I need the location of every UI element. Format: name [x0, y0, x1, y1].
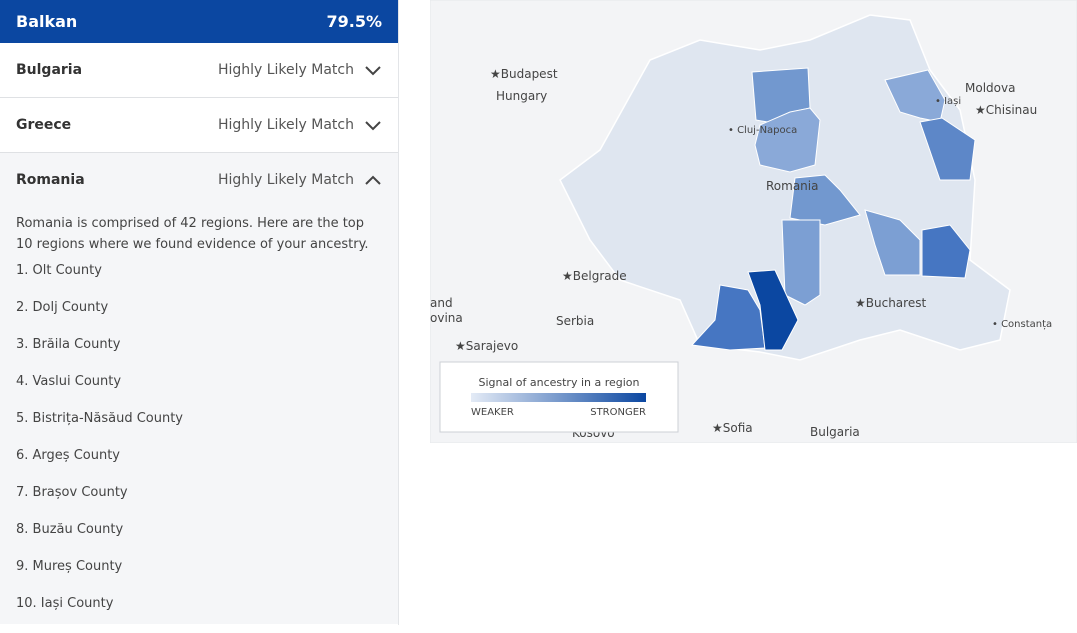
status: Highly Likely Match — [217, 172, 354, 188]
sidebar: Balkan 79.5% Bulgaria Highly Likely Match … — [0, 0, 399, 625]
region: 6. Argeș County — [16, 448, 120, 463]
country-row[interactable]: Bulgaria Highly Likely Match — [0, 43, 398, 98]
country: Bulgaria — [16, 62, 83, 78]
country: Romania — [16, 172, 85, 188]
details: Romania is comprised of 42 regions. Here… — [0, 207, 398, 624]
map-label: Romania — [766, 179, 818, 193]
status: Highly Likely Match — [217, 62, 354, 78]
chevron — [365, 66, 381, 76]
map-label: • Constanța — [992, 319, 1052, 330]
region: 5. Bistrița-Năsăud County — [16, 411, 184, 426]
map-label: ★Chisinau — [975, 103, 1037, 117]
description: Romania is comprised of 42 regions. Here… — [16, 216, 369, 252]
region: 9. Mureș County — [16, 559, 123, 574]
map: ★Budapest Hungary Moldova ★Chisinau • Cluj-N… — [430, 0, 1077, 443]
map-label: Hungary — [496, 89, 547, 103]
region: 4. Vaslui County — [16, 374, 122, 389]
map-label: • Iași — [935, 96, 961, 107]
region: 8. Buzău County — [16, 522, 124, 537]
region: 1. Olt County — [16, 263, 102, 278]
header[interactable]: Balkan 79.5% — [0, 0, 398, 43]
map-label: ovina — [430, 311, 463, 325]
map-label: Moldova — [965, 81, 1015, 95]
country-row[interactable]: Romania Highly Likely Match — [0, 153, 398, 207]
map-label: ★Belgrade — [562, 269, 627, 283]
region: 3. Brăila County — [16, 337, 121, 352]
legend-title: Signal of ancestry in a region — [478, 376, 639, 389]
header-title: Balkan — [16, 12, 78, 31]
map-label: • Cluj-Napoca — [728, 125, 797, 136]
legend-gradient — [471, 393, 646, 402]
region: 7. Brașov County — [16, 485, 128, 500]
legend-low: WEAKER — [471, 407, 514, 418]
region: 2. Dolj County — [16, 300, 109, 315]
map-label: Serbia — [556, 314, 594, 328]
status: Highly Likely Match — [217, 117, 354, 133]
chevron — [365, 175, 381, 185]
region: 10. Iași County — [16, 596, 114, 611]
country-row[interactable]: Greece Highly Likely Match — [0, 98, 398, 153]
chevron — [365, 121, 381, 131]
map-label: ★Sarajevo — [455, 339, 518, 353]
map-label: ★Budapest — [490, 67, 558, 81]
region-list: 1. Olt County 2. Dolj County 3. Brăila Cou… — [16, 263, 382, 633]
map-label: and — [430, 296, 453, 310]
country: Greece — [16, 117, 72, 133]
map-label: Bulgaria — [810, 425, 860, 439]
map-label: ★Sofia — [712, 421, 753, 435]
header-percent: 79.5% — [326, 12, 382, 31]
map-label: ★Bucharest — [855, 296, 926, 310]
legend-high: STRONGER — [590, 407, 646, 418]
